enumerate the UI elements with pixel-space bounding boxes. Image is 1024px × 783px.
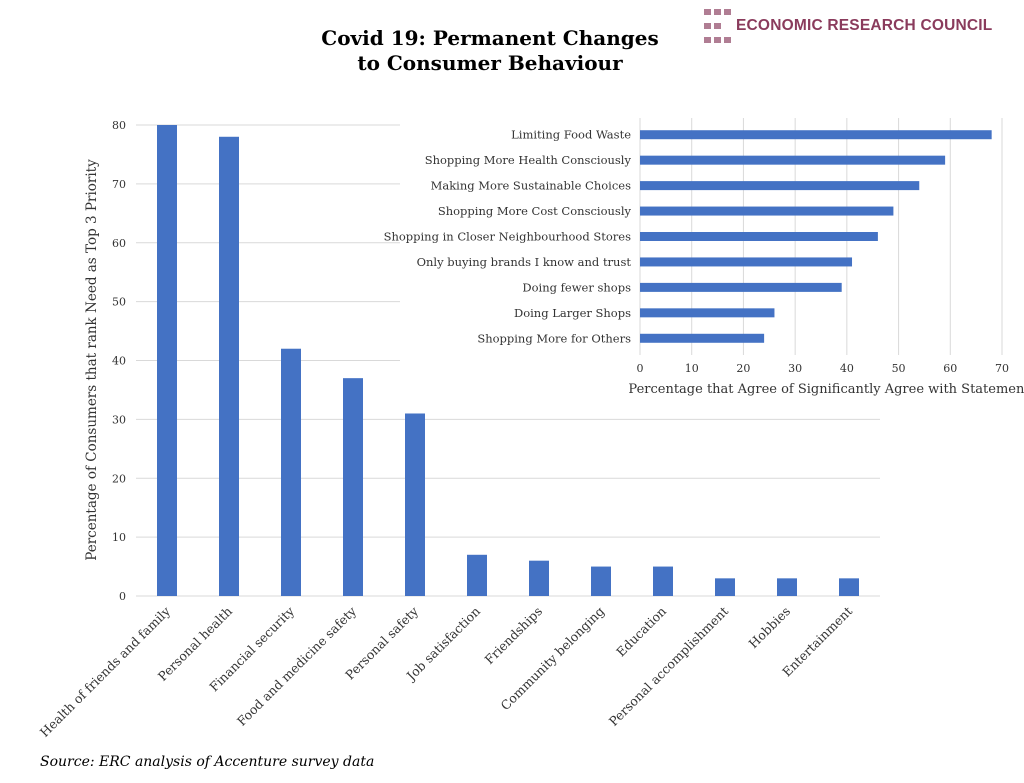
x-tick-label: 20 [736,362,750,375]
y-tick-label: Shopping in Closer Neighbourhood Stores [384,230,632,244]
x-tick-label: 70 [995,362,1009,375]
bar [529,560,549,596]
bar [653,566,673,596]
y-tick-label: 60 [112,237,126,250]
bar [777,578,797,596]
x-tick-label: Health of friends and family [37,603,174,740]
y-tick-label: 10 [112,531,126,544]
title-line-1: Covid 19: Permanent Changes [321,26,659,50]
y-axis-label: Percentage of Consumers that rank Need a… [84,159,100,561]
bar [839,578,859,596]
y-tick-label: Doing Larger Shops [514,306,631,320]
bar [640,282,842,292]
y-tick-label: Shopping More for Others [477,331,631,345]
y-tick-label: 80 [112,119,126,132]
x-tick-label: 50 [892,362,906,375]
title-line-2: to Consumer Behaviour [357,51,623,75]
x-tick-label: Friendships [481,604,545,668]
bar [640,155,946,165]
bar [640,181,920,191]
x-axis-label: Percentage that Agree of Significantly A… [628,382,1024,397]
y-tick-label: Making More Sustainable Choices [431,179,632,193]
x-tick-label: Community belonging [498,604,608,714]
bar [640,257,853,267]
y-tick-label: Shopping More Health Consciously [425,153,632,167]
x-tick-label: Education [613,604,669,660]
x-tick-label: 60 [943,362,957,375]
bar [640,206,894,216]
x-tick-label: 30 [788,362,802,375]
x-tick-label: 40 [840,362,854,375]
y-tick-label: 70 [112,178,126,191]
bar [405,413,425,596]
erc-logo: ECONOMIC RESEARCH COUNCIL [704,6,1024,46]
bar [343,378,363,596]
x-tick-label: 10 [685,362,699,375]
x-tick-label: 0 [637,362,644,375]
y-tick-label: 30 [112,413,126,426]
y-tick-label: Doing fewer shops [522,280,631,294]
bar [640,308,775,318]
y-tick-label: 40 [112,355,126,368]
y-tick-label: 20 [112,472,126,485]
bar [640,333,765,343]
bar [715,578,735,596]
x-tick-label: Hobbies [746,604,794,652]
inset-bar-chart: 0 10 20 30 40 50 60 70 Limiting Food Waste Shoppi… [384,112,1024,402]
bar [467,554,487,596]
x-tick-label: Personal accomplishment [606,604,731,729]
y-tick-label: Shopping More Cost Consciously [438,204,632,218]
logo-text: ECONOMIC RESEARCH COUNCIL [736,17,993,34]
bar [219,136,239,596]
y-tick-label: 0 [119,590,126,603]
bar [640,130,992,140]
source-note: Source: ERC analysis of Accenture survey… [40,754,375,770]
y-tick-label: Limiting Food Waste [511,128,631,142]
bar [591,566,611,596]
bar [640,232,878,241]
y-tick-label: 50 [112,296,126,309]
y-tick-label: Only buying brands I know and trust [417,255,632,269]
bar [157,125,177,596]
x-tick-label: Food and medicine safety [234,603,360,729]
chart-title: Covid 19: Permanent Changes to Consumer … [290,26,690,76]
bar [281,348,301,596]
